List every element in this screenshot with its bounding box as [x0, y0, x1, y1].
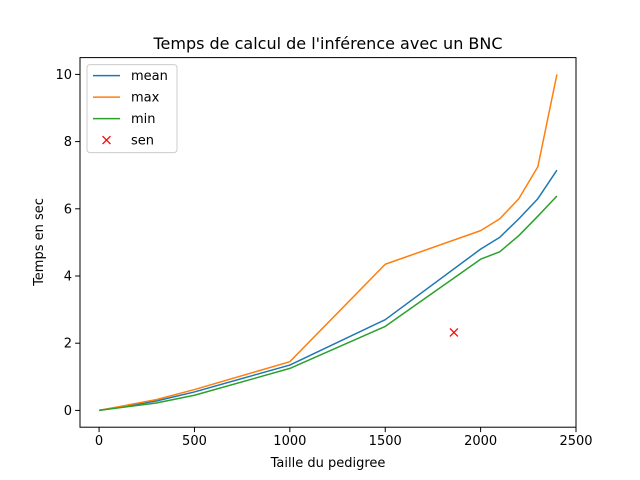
y-tick-label: 0: [64, 404, 72, 419]
series-line-mean: [98, 169, 558, 412]
x-tick-label: 1000: [273, 434, 306, 449]
x-tick-label: 2000: [464, 434, 497, 449]
y-tick-label: 6: [64, 202, 72, 217]
plot-area: [79, 57, 577, 428]
legend-box: [86, 64, 178, 154]
x-axis-ticks: 0 500 1000 1500 2000 2500: [95, 427, 593, 449]
legend-label: min: [131, 112, 156, 127]
series-layer: [98, 74, 558, 412]
legend-label: mean: [131, 69, 168, 84]
x-tick-label: 2500: [559, 434, 592, 449]
legend-entry-min: min: [93, 112, 156, 127]
x-tick-label: 0: [95, 434, 103, 449]
axes-frame: [79, 57, 577, 428]
y-tick-label: 2: [64, 337, 72, 352]
legend-label: max: [131, 91, 160, 106]
x-tick-label: 500: [182, 434, 207, 449]
legend-label: sen: [131, 134, 154, 149]
y-tick-label: 8: [64, 135, 72, 150]
y-axis-ticks: 0 2 4 6 8 10: [55, 68, 80, 419]
data-point-sen: [449, 328, 459, 337]
legend: mean max min sen: [86, 64, 178, 154]
chart-title: Temps de calcul de l'inférence avec un B…: [152, 34, 502, 53]
legend-entry-sen: sen: [102, 134, 154, 149]
series-line-min: [98, 195, 558, 412]
x-axis-label: Taille du pedigree: [270, 456, 386, 471]
y-axis-label: Temps en sec: [32, 198, 47, 287]
x-tick-label: 1500: [369, 434, 402, 449]
y-tick-label: 4: [64, 270, 72, 285]
legend-entry-mean: mean: [93, 69, 168, 84]
legend-marker-swatch: [102, 135, 111, 145]
y-tick-label: 10: [55, 68, 72, 83]
series-line-max: [98, 74, 558, 412]
legend-entry-max: max: [93, 91, 160, 106]
